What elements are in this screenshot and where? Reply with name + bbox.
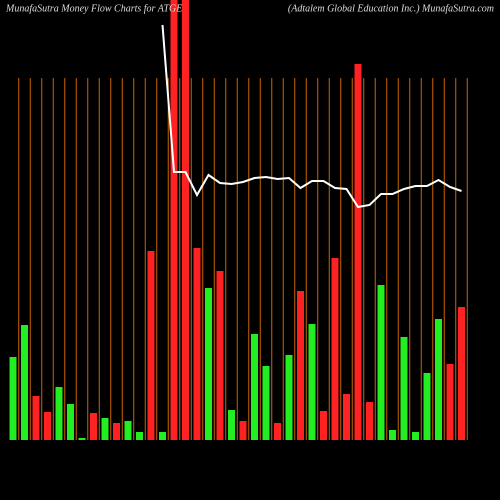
bar xyxy=(320,411,327,440)
bar xyxy=(274,423,281,440)
bar xyxy=(21,325,28,440)
bar xyxy=(458,307,465,440)
chart-subtitle: (Adtalem Global Education Inc.) MunafaSu… xyxy=(288,3,494,14)
bar xyxy=(193,248,201,440)
bar xyxy=(377,285,385,440)
chart-title: MunafaSutra Money Flow Charts for ATGE xyxy=(5,3,182,14)
bar xyxy=(44,412,51,440)
bar xyxy=(113,423,120,440)
bar xyxy=(228,410,235,440)
bar xyxy=(205,288,212,440)
lines xyxy=(161,24,462,209)
bar xyxy=(366,402,373,440)
bar xyxy=(239,421,247,440)
bar xyxy=(343,394,350,440)
bar xyxy=(251,334,258,440)
bar xyxy=(90,413,97,440)
bar xyxy=(78,438,86,440)
bar xyxy=(412,432,419,440)
bar xyxy=(354,64,362,440)
bar xyxy=(67,404,74,440)
bar xyxy=(101,418,109,440)
bar xyxy=(9,357,17,440)
bar xyxy=(159,432,166,440)
bar xyxy=(389,430,396,440)
bar xyxy=(435,319,442,440)
bar xyxy=(423,373,431,440)
bar xyxy=(331,258,339,440)
grid xyxy=(18,78,468,440)
bar xyxy=(285,355,293,440)
bar xyxy=(297,291,304,440)
bar xyxy=(170,0,178,440)
bar xyxy=(182,0,189,440)
bar xyxy=(262,366,270,440)
bars xyxy=(9,0,465,440)
bar xyxy=(308,324,316,440)
bar xyxy=(216,271,224,440)
bar xyxy=(55,387,63,440)
bar xyxy=(147,251,155,440)
bar xyxy=(446,364,454,440)
money-flow-line xyxy=(161,24,462,209)
bar xyxy=(32,396,40,440)
bar xyxy=(400,337,408,440)
bar xyxy=(124,421,132,440)
bar xyxy=(136,432,143,440)
